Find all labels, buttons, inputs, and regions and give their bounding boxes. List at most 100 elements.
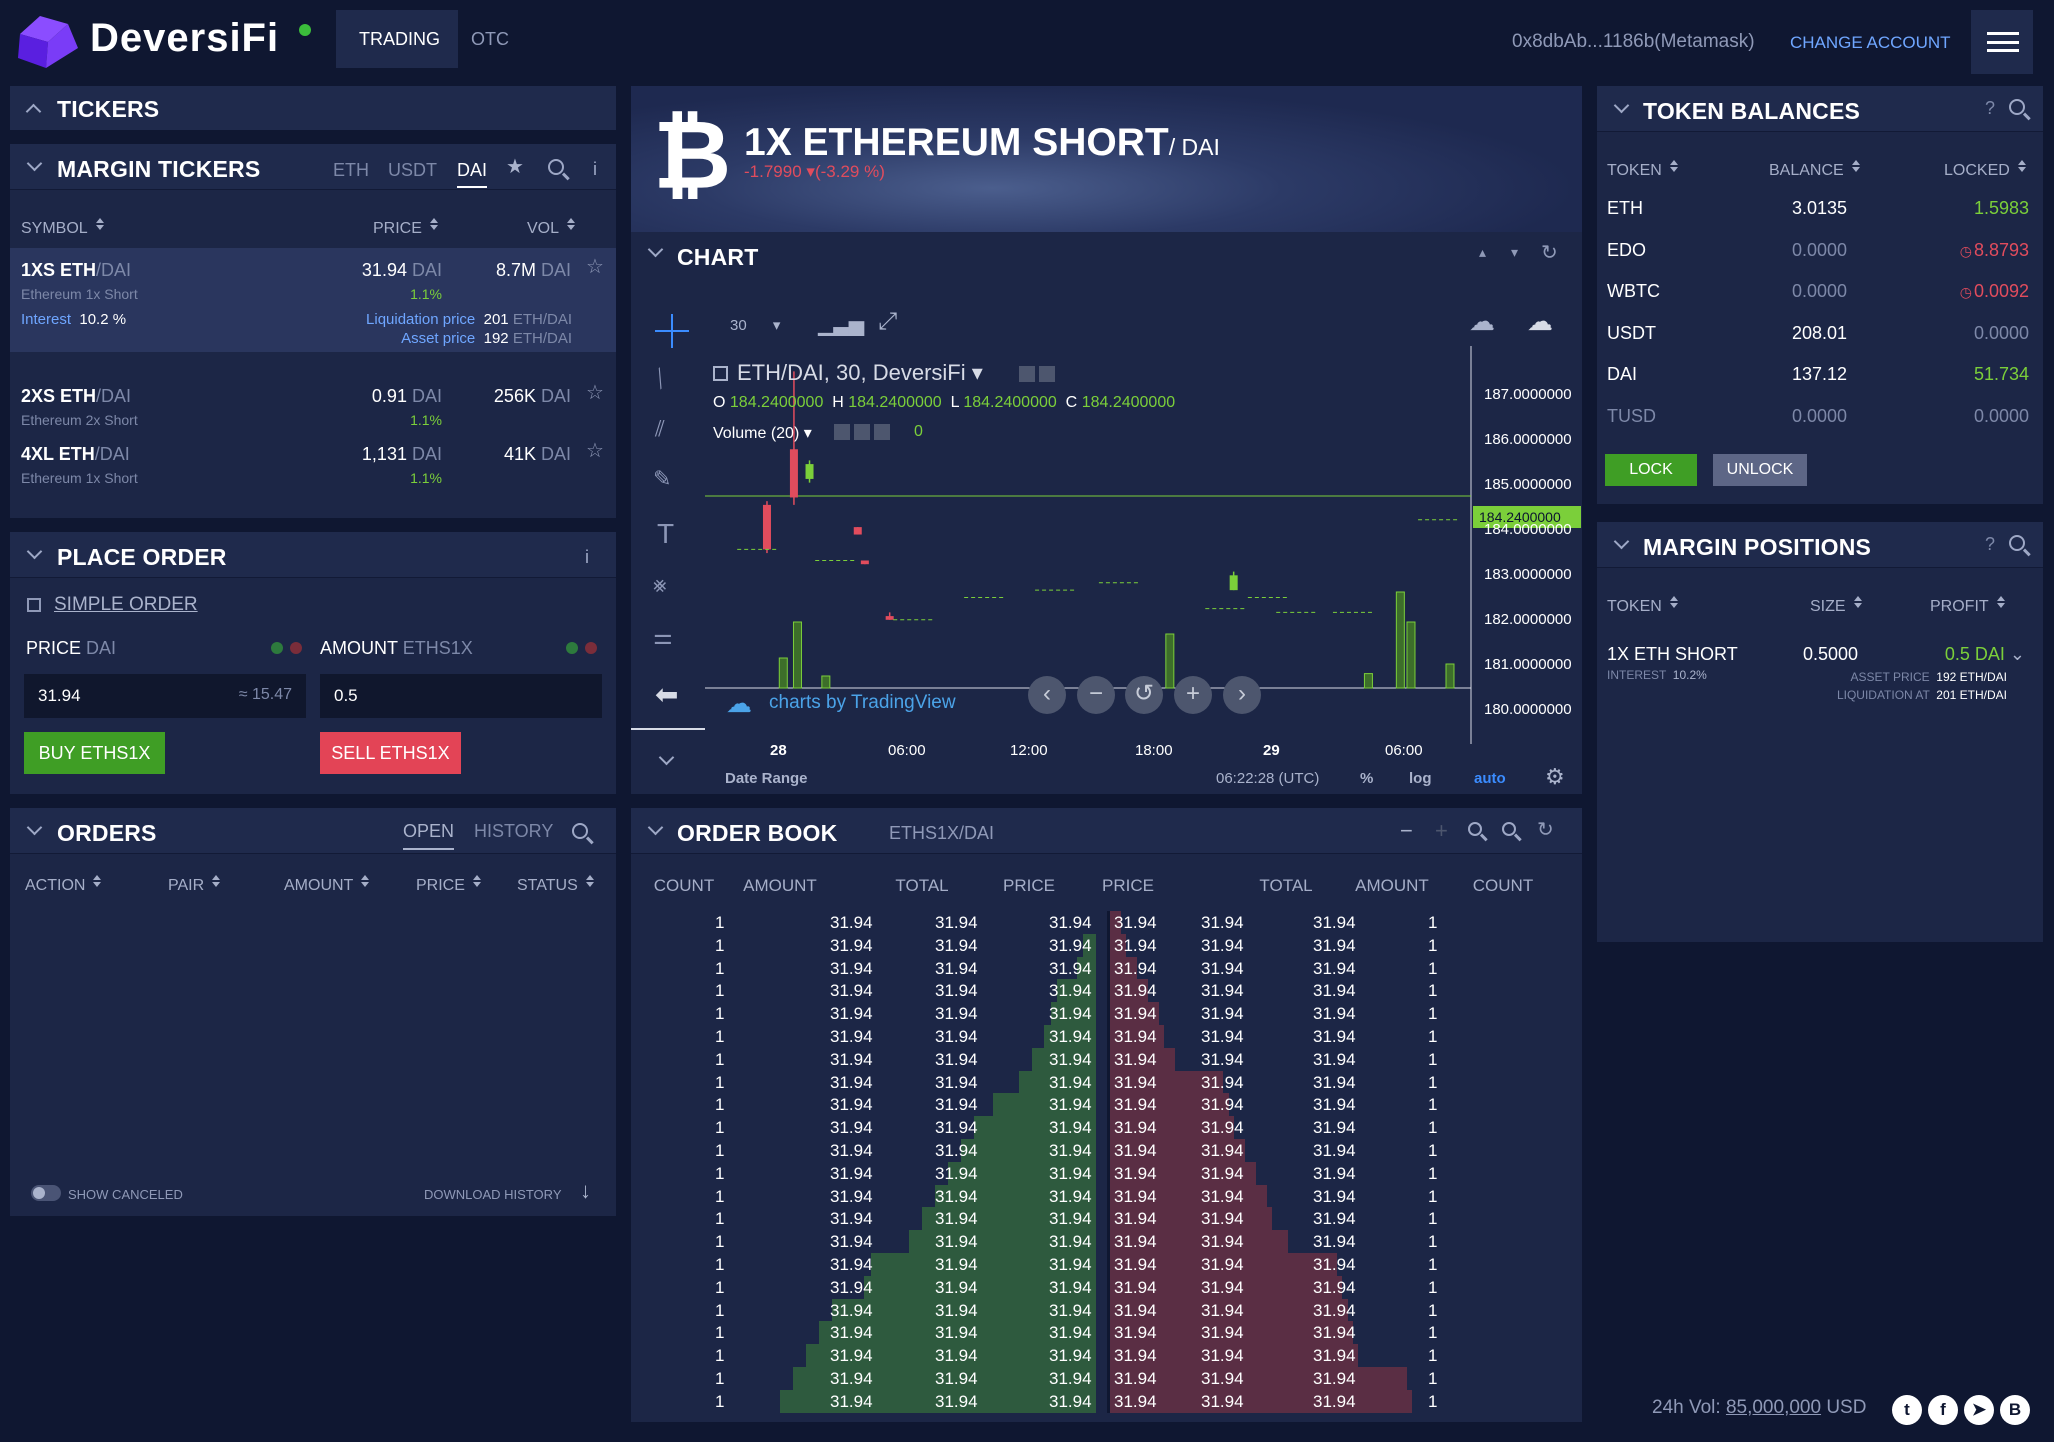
order-book-row[interactable]: 1 31.94 31.94 31.94 31.94 31.94 31.94 1	[631, 1207, 1571, 1231]
sell-button[interactable]: SELL ETHS1X	[320, 732, 461, 774]
token-row-eth[interactable]: ETH 3.0135 1.5983	[1597, 198, 2043, 238]
ticker-row-4xl-eth[interactable]: 4XL ETH/DAI Ethereum 1x Short 1,131 DAI …	[10, 432, 616, 490]
filter-dai[interactable]: DAI	[457, 160, 488, 188]
order-book-row[interactable]: 1 31.94 31.94 31.94 31.94 31.94 31.94 1	[631, 1184, 1571, 1208]
token-row-edo[interactable]: EDO 0.0000 ◷ 8.8793	[1597, 240, 2043, 280]
download-history-link[interactable]: DOWNLOAD HISTORY	[424, 1187, 562, 1202]
simple-order-checkbox[interactable]	[27, 598, 41, 612]
chart-settings-icon[interactable]: ⚙	[1545, 764, 1565, 789]
lock-button[interactable]: LOCK	[1605, 454, 1697, 486]
favorites-star-icon[interactable]: ★	[506, 156, 524, 178]
token-row-dai[interactable]: DAI 137.12 51.734	[1597, 364, 2043, 404]
order-book-row[interactable]: 1 31.94 31.94 31.94 31.94 31.94 31.94 1	[631, 956, 1571, 980]
token-row-usdt[interactable]: USDT 208.01 0.0000	[1597, 323, 2043, 363]
facebook-icon[interactable]: f	[1928, 1395, 1958, 1425]
brush-icon[interactable]: ✎	[653, 466, 672, 491]
zoom-out-button[interactable]: −	[1077, 676, 1115, 714]
log-toggle[interactable]: log	[1409, 770, 1432, 787]
order-book-row[interactable]: 1 31.94 31.94 31.94 31.94 31.94 31.94 1	[631, 1253, 1571, 1276]
order-book-row[interactable]: 1 31.94 31.94 31.94 31.94 31.94 31.94 1	[631, 933, 1571, 957]
buy-button[interactable]: BUY ETHS1X	[24, 732, 165, 774]
info-icon[interactable]: i	[593, 159, 597, 179]
token-row-tusd[interactable]: TUSD 0.0000 0.0000	[1597, 406, 2043, 446]
info-icon[interactable]: i	[585, 547, 589, 567]
volume-close-icon[interactable]	[874, 424, 890, 440]
zoom-in-icon[interactable]	[1502, 822, 1516, 836]
chevron-down-icon[interactable]	[26, 819, 43, 836]
tab-open[interactable]: OPEN	[403, 821, 455, 850]
download-icon[interactable]: ↓	[580, 1178, 591, 1203]
search-icon[interactable]	[2009, 535, 2025, 551]
scroll-left-button[interactable]: ‹	[1028, 676, 1066, 714]
col-token[interactable]: TOKEN	[1607, 596, 1678, 616]
col-balance[interactable]: BALANCE	[1769, 160, 1860, 180]
order-book-row[interactable]: 1 31.94 31.94 31.94 31.94 31.94 31.94 1	[631, 1093, 1571, 1117]
search-icon[interactable]	[548, 159, 564, 175]
legend-settings-icon[interactable]	[1039, 366, 1055, 382]
position-profit[interactable]: 0.5 DAI ⌄	[1945, 644, 2025, 665]
blog-icon[interactable]: B	[2000, 1395, 2030, 1425]
fib-tool-icon[interactable]: ⫽	[655, 416, 665, 441]
interval-select[interactable]: 30 ▾	[730, 316, 780, 334]
order-book-row[interactable]: 1 31.94 31.94 31.94 31.94 31.94 31.94 1	[631, 1116, 1571, 1139]
scroll-right-button[interactable]: ›	[1223, 676, 1261, 714]
volume-legend[interactable]: Volume (20) ▾	[713, 423, 812, 443]
order-book-row[interactable]: 1 31.94 31.94 31.94 31.94 31.94 31.94 1	[631, 1298, 1571, 1322]
order-book-row[interactable]: 1 31.94 31.94 31.94 31.94 31.94 31.94 1	[631, 1047, 1571, 1071]
order-book-row[interactable]: 1 31.94 31.94 31.94 31.94 31.94 31.94 1	[631, 1161, 1571, 1185]
measure-icon[interactable]: ⚌	[653, 624, 673, 649]
col-symbol[interactable]: SYMBOL	[21, 218, 104, 238]
col-status[interactable]: STATUS	[517, 875, 594, 895]
col-price[interactable]: PRICE	[416, 875, 481, 895]
unlock-button[interactable]: UNLOCK	[1713, 454, 1807, 486]
auto-toggle[interactable]: auto	[1474, 770, 1506, 787]
chevron-down-icon[interactable]	[26, 155, 43, 172]
crosshair-icon[interactable]	[655, 314, 689, 348]
zoom-out-icon[interactable]	[1468, 822, 1482, 836]
col-size[interactable]: SIZE	[1810, 596, 1862, 616]
toolbar-collapse-icon[interactable]	[631, 728, 705, 730]
order-book-row[interactable]: 1 31.94 31.94 31.94 31.94 31.94 31.94 1	[631, 1367, 1571, 1390]
volume-eye-icon[interactable]	[834, 424, 850, 440]
cloud-download-icon[interactable]: ☁	[1469, 306, 1495, 336]
col-amount[interactable]: AMOUNT	[284, 875, 370, 895]
telegram-icon[interactable]: ➤	[1964, 1395, 1994, 1425]
order-book-row[interactable]: 1 31.94 31.94 31.94 31.94 31.94 31.94 1	[631, 1321, 1571, 1345]
show-canceled-toggle[interactable]	[31, 1185, 61, 1201]
order-book-row[interactable]: 1 31.94 31.94 31.94 31.94 31.94 31.94 1	[631, 1275, 1571, 1299]
menu-button[interactable]	[1971, 10, 2033, 74]
trend-line-icon[interactable]: ⟋	[646, 364, 675, 393]
tab-trading[interactable]	[336, 10, 458, 68]
zoom-in-button[interactable]: +	[1174, 676, 1212, 714]
chevron-down-icon[interactable]	[1613, 97, 1630, 114]
chevron-down-icon[interactable]	[1613, 533, 1630, 550]
legend-title[interactable]: ETH/DAI, 30, DeversiFi ▾	[737, 360, 983, 386]
increase-precision-icon[interactable]: +	[1435, 818, 1448, 843]
col-action[interactable]: ACTION	[25, 875, 102, 895]
search-icon[interactable]	[572, 823, 588, 839]
order-book-row[interactable]: 1 31.94 31.94 31.94 31.94 31.94 31.94 1	[631, 979, 1571, 1003]
filter-eth[interactable]: ETH	[333, 160, 369, 180]
text-tool-icon[interactable]: T	[657, 518, 675, 549]
cloud-upload-icon[interactable]: ☁	[1527, 306, 1553, 336]
refresh-icon[interactable]: ↻	[1541, 242, 1558, 264]
tab-otc[interactable]: OTC	[471, 29, 509, 49]
chevron-up-icon[interactable]	[25, 103, 42, 120]
fullscreen-icon[interactable]: ⤢	[878, 308, 898, 335]
order-book-row[interactable]: 1 31.94 31.94 31.94 31.94 31.94 31.94 1	[631, 911, 1571, 934]
filter-usdt[interactable]: USDT	[388, 160, 437, 180]
col-pair[interactable]: PAIR	[168, 875, 221, 895]
star-icon[interactable]: ☆	[586, 256, 604, 278]
star-icon[interactable]: ☆	[586, 440, 604, 462]
star-icon[interactable]: ☆	[586, 382, 604, 404]
col-profit[interactable]: PROFIT	[1930, 596, 2005, 616]
order-book-row[interactable]: 1 31.94 31.94 31.94 31.94 31.94 31.94 1	[631, 1025, 1571, 1048]
search-icon[interactable]	[2009, 99, 2025, 115]
reset-button[interactable]: ↺	[1125, 676, 1163, 714]
change-account-link[interactable]: CHANGE ACCOUNT	[1790, 33, 1951, 52]
twitter-icon[interactable]: t	[1892, 1395, 1922, 1425]
move-up-icon[interactable]: ▴	[1479, 244, 1487, 260]
legend-toggle-icon[interactable]	[713, 366, 728, 381]
position-row[interactable]: 1X ETH SHORT INTEREST 10.2% 0.5000 0.5 D…	[1597, 644, 2043, 710]
chart-type-icon[interactable]: ▁▃▅	[818, 314, 865, 336]
